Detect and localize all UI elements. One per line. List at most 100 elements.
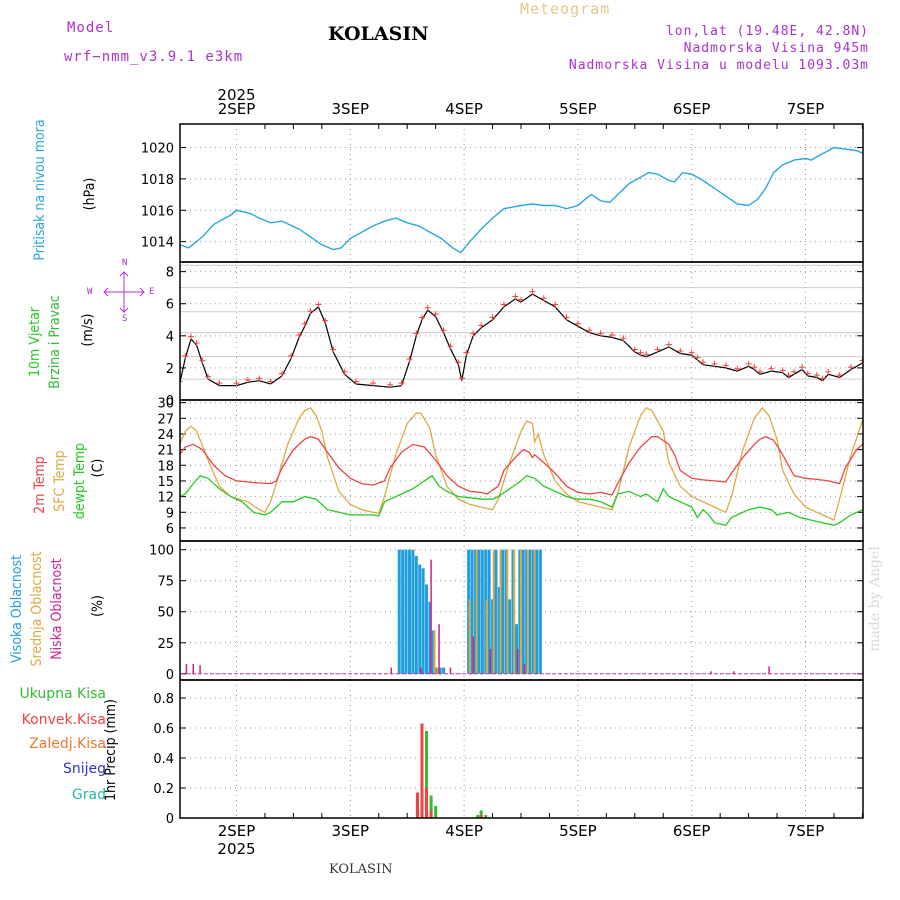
wind-gust-marker <box>734 365 741 372</box>
mid-cloud-bar <box>485 599 488 674</box>
model-name: wrf−nmm_v3.9.1 e3km <box>64 49 244 65</box>
footer-station: KOLASIN <box>329 862 393 877</box>
low-cloud-bar <box>438 624 440 674</box>
wind-gust-marker <box>478 322 485 329</box>
wind-gust-marker <box>322 317 329 324</box>
model-elevation-label: Nadmorska Visina u modelu 1093.03m <box>568 58 869 73</box>
wind-gust-marker <box>279 370 286 377</box>
wind-gust-marker <box>799 364 806 371</box>
high-cloud-bar <box>508 599 512 674</box>
wind-gust-marker <box>529 288 536 295</box>
y-tick-label: 30 <box>157 397 174 412</box>
day-label-top: 4SEP <box>445 100 483 118</box>
y-tick-label: 15 <box>157 475 174 490</box>
wind-gust-marker <box>884 359 890 365</box>
high-cloud-bar <box>431 630 435 674</box>
y-tick-label: 27 <box>157 412 174 427</box>
wind-gust-marker <box>609 332 616 339</box>
wind-gust-marker <box>406 356 413 363</box>
total-rain-bar <box>479 810 483 818</box>
elevation-label: Nadmorska Visina 945m <box>683 41 869 56</box>
low-cloud-bar <box>489 648 492 674</box>
wind-gust-marker <box>756 368 763 375</box>
y-tick-label: 0.4 <box>153 752 174 767</box>
high-cloud-bar <box>491 599 495 674</box>
y-tick-label: 6 <box>166 522 174 537</box>
high-cloud-bar <box>487 549 491 674</box>
y-tick-label: 0 <box>166 394 174 409</box>
legend-snijeg: Snijeg <box>62 761 106 777</box>
wind-gust-marker <box>751 364 758 371</box>
meteogram-label: Meteogram <box>520 0 611 18</box>
y-tick-label: 0.8 <box>153 692 174 707</box>
high-cloud-bar <box>535 549 539 674</box>
wind-gust-marker <box>307 307 314 314</box>
high-cloud-bar <box>511 549 515 674</box>
compass-arrows <box>103 271 145 313</box>
day-label-top: 7SEP <box>787 100 825 118</box>
mid-cloud-bar <box>436 667 439 674</box>
wind-gust-marker <box>199 357 206 364</box>
high-cloud-bar <box>438 667 442 674</box>
wind-gust-marker <box>193 340 200 347</box>
mid-cloud-bar <box>526 549 529 674</box>
wind-gust-marker <box>288 352 295 359</box>
conv-rain-bar <box>429 810 433 818</box>
wind-gust-marker <box>871 356 877 362</box>
wind-gust-marker <box>848 364 855 371</box>
high-cloud-bar <box>532 549 536 674</box>
total-rain-bar <box>484 815 488 818</box>
wind-gust-marker <box>876 356 882 362</box>
low-cloud-bar <box>516 648 519 674</box>
high-cloud-bar <box>418 564 422 674</box>
y-tick-label: 1020 <box>141 142 174 157</box>
wind-gust-marker <box>891 374 897 380</box>
wind-gust-marker <box>779 367 786 374</box>
high-cloud-bar <box>528 549 532 674</box>
legend-zaledj-kisa: Zaledj.Kisa <box>29 736 106 752</box>
wind-gust-marker <box>463 349 470 356</box>
y-tick-label: 0.2 <box>153 782 174 797</box>
wind-gust-marker <box>637 349 644 356</box>
day-label-bottom: 6SEP <box>673 822 711 840</box>
conv-rain-bar <box>479 815 483 818</box>
wind-gust-marker <box>180 378 183 385</box>
plot-area <box>180 146 897 818</box>
day-label-top: 2SEP <box>218 100 256 118</box>
high-cloud-bar <box>480 549 484 674</box>
high-cloud-bar <box>414 555 418 674</box>
wind-gust-marker <box>352 378 359 385</box>
y-tick-label: 2 <box>166 362 174 377</box>
day-label-bottom: 7SEP <box>787 822 825 840</box>
low-cloud-bar <box>192 663 195 674</box>
day-label-bottom: 2SEP <box>218 822 256 840</box>
conv-rain-bar <box>420 723 424 818</box>
coords-label: lon,lat (19.48E, 42.8N) <box>665 24 869 39</box>
wind-gust-marker <box>370 380 377 387</box>
wind-gust-marker <box>586 327 593 334</box>
y-tick-label: 8 <box>166 266 174 281</box>
wind-gust-marker <box>813 372 820 379</box>
y-tick-label: 0 <box>166 668 174 683</box>
y-tick-label: 6 <box>166 298 174 313</box>
wind-gust-marker <box>424 304 431 311</box>
wind-gust-marker <box>694 354 701 361</box>
wind-gust-marker <box>563 314 570 321</box>
low-cloud-bar <box>420 667 422 674</box>
year-label-bottom: 2025 <box>217 840 255 858</box>
high-cloud-bar <box>518 549 522 674</box>
wind-gust-marker <box>597 330 604 337</box>
panel-1: 1014 1016 1018 1020 <box>141 124 863 262</box>
high-cloud-bar <box>428 601 432 674</box>
high-cloud-bar <box>467 549 471 674</box>
wind-gust-marker <box>205 373 212 380</box>
wind-gust-marker <box>470 330 477 337</box>
high-cloud-bar <box>404 549 408 674</box>
y-tick-label: 21 <box>157 444 174 459</box>
low-cloud-bar <box>875 556 877 674</box>
wind-gust-marker <box>700 359 707 366</box>
y-tick-label: 0 <box>166 812 174 827</box>
total-rain-bar <box>476 815 480 818</box>
wind-gust-marker <box>500 301 507 308</box>
